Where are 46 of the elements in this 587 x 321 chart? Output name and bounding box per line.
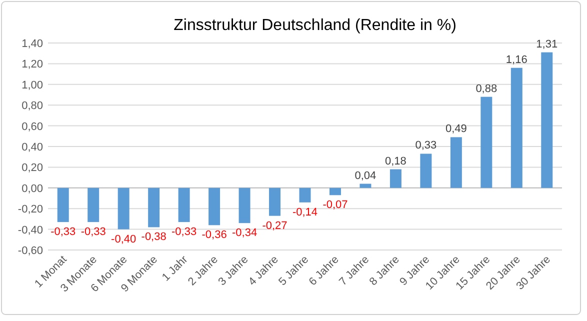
data-label: 0,18 (384, 155, 406, 168)
chart-title: Zinsstruktur Deutschland (Rendite in %) (174, 17, 456, 34)
y-tick-label: 1,40 (22, 38, 43, 50)
data-label: -0,40 (111, 233, 136, 246)
bar (360, 184, 372, 188)
y-tick-label: 0,20 (22, 162, 43, 174)
bar (420, 154, 432, 188)
bar (329, 188, 341, 196)
data-label: -0,27 (262, 220, 288, 232)
y-tick-label: 0,80 (22, 100, 43, 112)
data-label: 0,33 (415, 140, 437, 152)
bar (269, 188, 281, 216)
data-label: -0,33 (80, 226, 106, 238)
data-label: -0,14 (292, 206, 318, 218)
bar (450, 137, 462, 188)
bar (88, 188, 100, 222)
y-tick-label: -0,20 (18, 204, 43, 216)
data-label: 1,31 (536, 38, 558, 50)
data-label: 0,88 (476, 82, 498, 95)
bar (299, 188, 311, 202)
bar (57, 188, 69, 222)
y-tick-label: -0,40 (18, 224, 43, 236)
bar (208, 188, 220, 226)
data-label: 1,16 (506, 54, 528, 66)
y-tick-label: 0,60 (22, 120, 43, 133)
y-tick-label: 0,00 (22, 182, 43, 195)
data-label: 0,04 (354, 170, 376, 182)
bar (390, 169, 402, 188)
bar (118, 188, 130, 230)
y-tick-label: 0,40 (22, 142, 43, 154)
bar (480, 96, 492, 188)
bar (510, 68, 522, 188)
y-tick-label: 1,20 (22, 58, 43, 71)
data-label: -0,07 (322, 199, 348, 212)
data-label: -0,36 (202, 229, 227, 242)
bar (238, 188, 250, 224)
bar (148, 188, 160, 228)
data-label: -0,33 (50, 226, 76, 238)
y-tick-label: 1,00 (22, 79, 43, 92)
data-label: 0,49 (445, 123, 467, 136)
data-label: -0,38 (141, 231, 166, 244)
data-label: -0,33 (172, 226, 197, 238)
bar (178, 188, 190, 222)
y-tick-label: -0,60 (18, 245, 43, 257)
data-label: -0,34 (232, 227, 258, 240)
bar (541, 52, 553, 188)
